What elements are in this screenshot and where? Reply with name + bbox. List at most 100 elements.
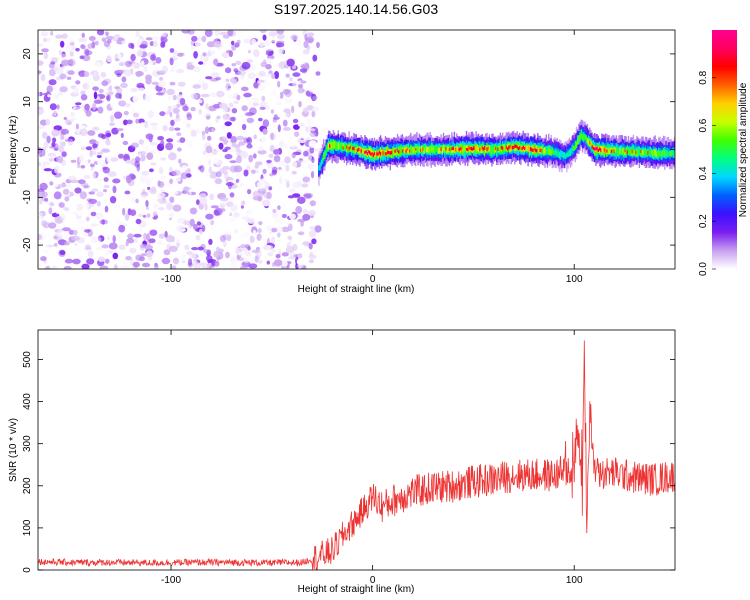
noise-blob	[266, 191, 272, 200]
colorbar-tick-label: 0.6	[698, 118, 709, 132]
noise-blob	[52, 137, 57, 143]
noise-blob	[285, 73, 290, 78]
noise-blob	[93, 91, 98, 100]
ridge-cell	[463, 144, 465, 152]
noise-blob	[48, 68, 56, 77]
noise-blob	[94, 40, 99, 46]
noise-blob	[79, 73, 86, 78]
noise-blob	[41, 219, 47, 227]
noise-blob	[199, 165, 205, 173]
ridge-cell	[649, 151, 651, 158]
noise-blob	[139, 44, 148, 49]
noise-blob	[276, 168, 280, 177]
noise-blob	[88, 191, 95, 195]
ridge-cell	[516, 145, 518, 149]
ridge-cell	[481, 147, 483, 154]
noise-blob	[270, 249, 276, 253]
noise-blob	[224, 146, 231, 150]
noise-blob	[283, 108, 291, 114]
noise-blob	[211, 149, 218, 155]
ridge-cell	[477, 147, 480, 153]
ridge-cell	[434, 145, 436, 152]
noise-blob	[277, 187, 281, 194]
noise-blob	[134, 237, 138, 244]
ridge-cell	[528, 145, 531, 152]
noise-blob	[169, 235, 175, 243]
ridge-cell	[609, 147, 612, 153]
y-tick-label: 10	[22, 96, 33, 108]
noise-blob	[72, 258, 81, 265]
noise-blob	[195, 128, 202, 134]
noise-blob	[68, 229, 75, 235]
noise-blob	[208, 238, 213, 245]
noise-blob	[201, 35, 207, 43]
ridge-cell	[370, 152, 372, 156]
ridge-cell	[503, 144, 505, 151]
y-tick-label: 0	[22, 567, 33, 573]
noise-blob	[271, 92, 281, 98]
noise-blob	[49, 103, 57, 111]
x-tick-label: -100	[161, 274, 181, 285]
noise-blob	[271, 73, 275, 80]
noise-blob	[95, 247, 104, 251]
noise-blob	[66, 76, 72, 81]
noise-blob	[239, 233, 245, 241]
noise-blob	[203, 249, 212, 254]
noise-blob	[49, 181, 54, 186]
noise-blob	[227, 30, 234, 37]
noise-blob	[278, 176, 283, 185]
noise-blob	[45, 118, 50, 126]
noise-blob	[261, 95, 266, 102]
ridge-cell	[444, 147, 446, 153]
noise-blob	[186, 123, 191, 128]
noise-blob	[176, 52, 185, 57]
ridge-cell	[669, 150, 671, 156]
ridge-cell	[361, 148, 364, 154]
noise-blob	[89, 149, 94, 157]
ridge-cell	[526, 145, 528, 151]
noise-blob	[72, 247, 78, 254]
noise-blob	[231, 142, 237, 148]
noise-blob	[240, 248, 248, 252]
noise-blob	[67, 210, 75, 214]
noise-blob	[197, 246, 204, 251]
noise-blob	[277, 33, 285, 40]
noise-blob	[144, 144, 150, 152]
noise-blob	[209, 171, 218, 179]
noise-blob	[284, 89, 293, 98]
noise-blob	[63, 241, 70, 246]
noise-blob	[167, 105, 172, 113]
noise-blob	[150, 122, 159, 126]
noise-blob	[109, 250, 113, 254]
noise-blob	[122, 140, 129, 146]
y-tick-label: -20	[22, 237, 33, 252]
noise-blob	[181, 165, 189, 171]
noise-blob	[172, 204, 182, 212]
noise-blob	[97, 151, 104, 155]
noise-blob	[183, 204, 190, 213]
noise-blob	[49, 115, 53, 122]
noise-blob	[38, 162, 42, 167]
noise-blob	[135, 31, 140, 37]
noise-blob	[211, 66, 220, 71]
noise-blob	[213, 209, 220, 216]
ridge-cell	[535, 145, 538, 152]
noise-blob	[131, 142, 139, 148]
spectrogram-content	[38, 30, 675, 269]
noise-blob	[154, 33, 162, 38]
noise-blob	[166, 138, 174, 143]
ridge-cell	[388, 151, 390, 154]
noise-blob	[78, 139, 82, 144]
ridge-cell	[639, 149, 642, 153]
ridge-cell	[385, 152, 388, 156]
ridge-cell	[633, 149, 636, 156]
noise-blob	[92, 126, 100, 131]
noise-blob	[133, 233, 142, 238]
noise-blob	[271, 36, 275, 43]
ridge-cell	[672, 151, 674, 157]
noise-blob	[204, 109, 211, 117]
noise-blob	[116, 73, 122, 78]
ridge-cell	[517, 146, 520, 151]
ridge-cell	[557, 151, 560, 158]
noise-blob	[273, 149, 280, 155]
